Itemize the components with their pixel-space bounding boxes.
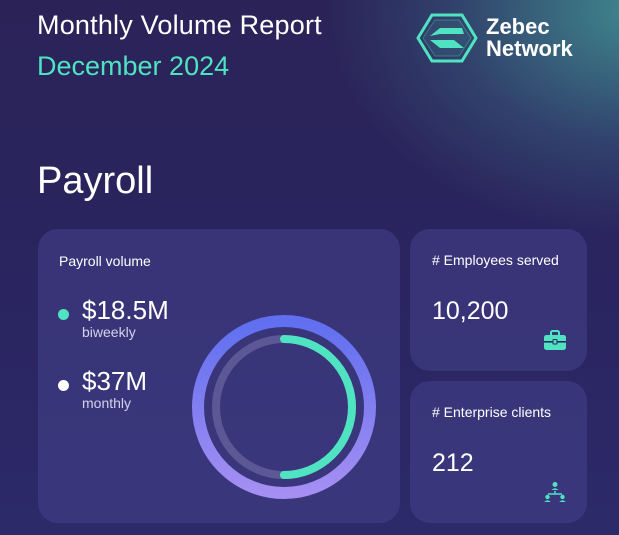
biweekly-dot-icon [58, 309, 69, 320]
briefcase-icon [544, 330, 566, 350]
biweekly-value: $18.5M [82, 295, 169, 325]
enterprise-label: # Enterprise clients [432, 404, 552, 420]
employees-label: # Employees served [432, 252, 559, 268]
monthly-label: monthly [82, 395, 132, 411]
report-date: December 2024 [37, 51, 230, 81]
metric-monthly: $37M monthly [58, 366, 147, 410]
biweekly-label: biweekly [82, 324, 136, 340]
report-title: Monthly Volume Report [37, 10, 322, 40]
section-title: Payroll [37, 160, 154, 202]
metric-biweekly: $18.5M biweekly [58, 295, 169, 339]
enterprise-value: 212 [432, 449, 474, 477]
brand-name-line1: Zebec [486, 14, 550, 39]
payroll-volume-label: Payroll volume [59, 253, 151, 269]
zebec-hexagon-logo-icon [416, 13, 478, 63]
payroll-donut-chart [192, 315, 376, 499]
monthly-dot-icon [58, 380, 69, 391]
brand-name-line2: Network [486, 36, 573, 61]
donut-outer-ring [192, 315, 376, 499]
donut-inner-arc [212, 335, 356, 479]
employees-value: 10,200 [432, 297, 509, 325]
monthly-value: $37M [82, 366, 148, 396]
enterprise-card: # Enterprise clients 212 [410, 381, 587, 523]
brand-logo: Zebec Network [416, 12, 573, 64]
payroll-volume-card: Payroll volume $18.5M biweekly $37M mont… [38, 229, 400, 523]
org-chart-icon [544, 482, 566, 502]
employees-card: # Employees served 10,200 [410, 229, 587, 371]
